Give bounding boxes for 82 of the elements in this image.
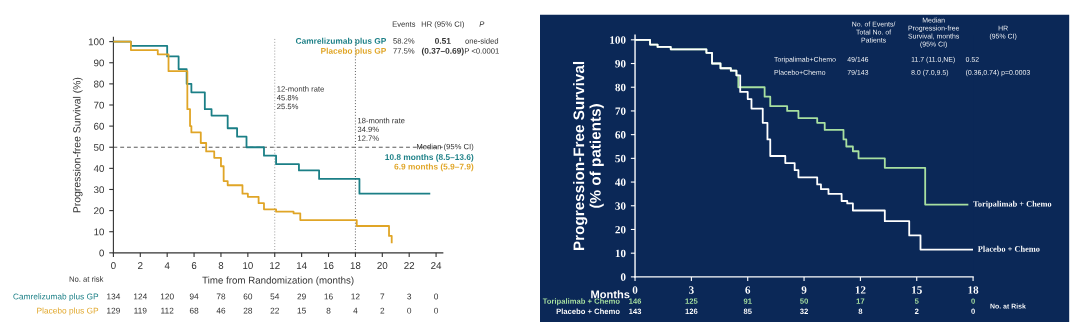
series-label: Placebo + Chemo xyxy=(977,245,1040,252)
y-tick-label: 90 xyxy=(615,59,626,68)
text: 12 xyxy=(351,293,360,300)
text: 119 xyxy=(134,307,147,314)
x-tick-label: 0 xyxy=(111,262,116,270)
text: 0 xyxy=(407,307,412,314)
text: 22 xyxy=(270,307,279,314)
y-tick-label: 20 xyxy=(615,225,626,234)
y-tick-label: 80 xyxy=(93,80,104,88)
text: 28 xyxy=(243,307,253,314)
text: Placebo plus GP xyxy=(321,47,387,56)
x-tick-label: 6 xyxy=(191,262,197,270)
y-tick-label: 50 xyxy=(615,154,626,163)
y-axis-title: Progression-free Survival (%) xyxy=(72,77,83,213)
text: 68 xyxy=(189,307,199,314)
text: 94 xyxy=(189,293,199,300)
y-tick-label: 10 xyxy=(615,249,626,258)
y-tick-label: 100 xyxy=(88,38,104,46)
y-tick-label: 60 xyxy=(94,122,104,130)
x-tick-label: 18 xyxy=(350,262,361,270)
text: Placebo plus GP xyxy=(37,307,99,316)
text: 0 xyxy=(434,293,439,300)
y-tick-label: 40 xyxy=(93,165,104,172)
x-tick-label: 16 xyxy=(323,262,334,270)
y-tick-label: 10 xyxy=(94,228,104,236)
annotation: (0.37–0.69) xyxy=(421,47,464,56)
y-tick-label: 70 xyxy=(94,101,104,109)
y-tick-label: 60 xyxy=(615,131,626,139)
text: 7 xyxy=(380,293,385,300)
x-tick-label: 0 xyxy=(632,286,638,294)
annotation: 0.51 xyxy=(435,37,451,44)
x-tick-label: 3 xyxy=(689,286,694,294)
text: 112 xyxy=(161,307,174,314)
x-tick-label: 6 xyxy=(745,286,751,294)
x-tick-label: 12 xyxy=(270,262,280,269)
x-tick-label: 2 xyxy=(138,262,143,269)
y-tick-label: 80 xyxy=(615,83,626,92)
text: 124 xyxy=(133,293,147,300)
x-tick-label: 10 xyxy=(243,262,253,270)
text: Camrelizumab plus GP xyxy=(295,37,387,46)
y-tick-label: 90 xyxy=(94,59,104,67)
y-tick-label: 30 xyxy=(615,202,626,210)
annotation: 10.8 months (8.5–13.6) xyxy=(385,153,474,162)
text: 129 xyxy=(107,307,120,314)
y-tick-label: 100 xyxy=(610,36,626,44)
text: 15 xyxy=(297,307,306,314)
text: Camrelizumab plus GP xyxy=(13,293,99,302)
x-tick-label: 20 xyxy=(377,262,388,270)
x-tick-label: 22 xyxy=(404,262,415,269)
text: 134 xyxy=(107,293,121,300)
y-tick-label: 70 xyxy=(615,107,626,115)
x-tick-label: 18 xyxy=(968,286,979,294)
x-tick-label: 4 xyxy=(164,262,170,269)
text: 8 xyxy=(326,307,331,314)
text: 78 xyxy=(216,293,226,300)
annotation: 6.9 months (5.9–7.9) xyxy=(394,163,474,172)
x-tick-label: 8 xyxy=(218,262,224,270)
text: 4 xyxy=(353,307,358,314)
x-tick-label: 12 xyxy=(855,286,866,294)
x-axis-title: Months xyxy=(591,290,630,299)
y-tick-label: 20 xyxy=(94,207,104,215)
x-tick-label: 9 xyxy=(801,286,807,294)
text: 2 xyxy=(380,307,385,314)
series-label: Toripalimab + Chemo xyxy=(973,200,1052,209)
x-tick-label: 14 xyxy=(296,262,307,269)
text: 29 xyxy=(297,293,306,300)
y-tick-label: 30 xyxy=(93,186,104,194)
y-tick-label: 0 xyxy=(620,273,626,281)
x-tick-label: 24 xyxy=(431,262,442,269)
y-tick-label: 50 xyxy=(93,143,104,151)
text: 0 xyxy=(434,307,439,314)
x-tick-label: 15 xyxy=(912,286,922,294)
text: 16 xyxy=(324,293,333,300)
text: 120 xyxy=(160,293,174,300)
text: 54 xyxy=(270,293,280,300)
y-tick-label: 0 xyxy=(99,249,104,257)
x-axis-title: Time from Randomization (months) xyxy=(202,276,354,286)
y-tick-label: 40 xyxy=(615,178,626,187)
text: 3 xyxy=(407,293,412,300)
text: 60 xyxy=(243,293,253,300)
y-axis-title: Progression-Free Survival (% of patients) xyxy=(573,61,604,251)
text: 46 xyxy=(216,307,226,314)
